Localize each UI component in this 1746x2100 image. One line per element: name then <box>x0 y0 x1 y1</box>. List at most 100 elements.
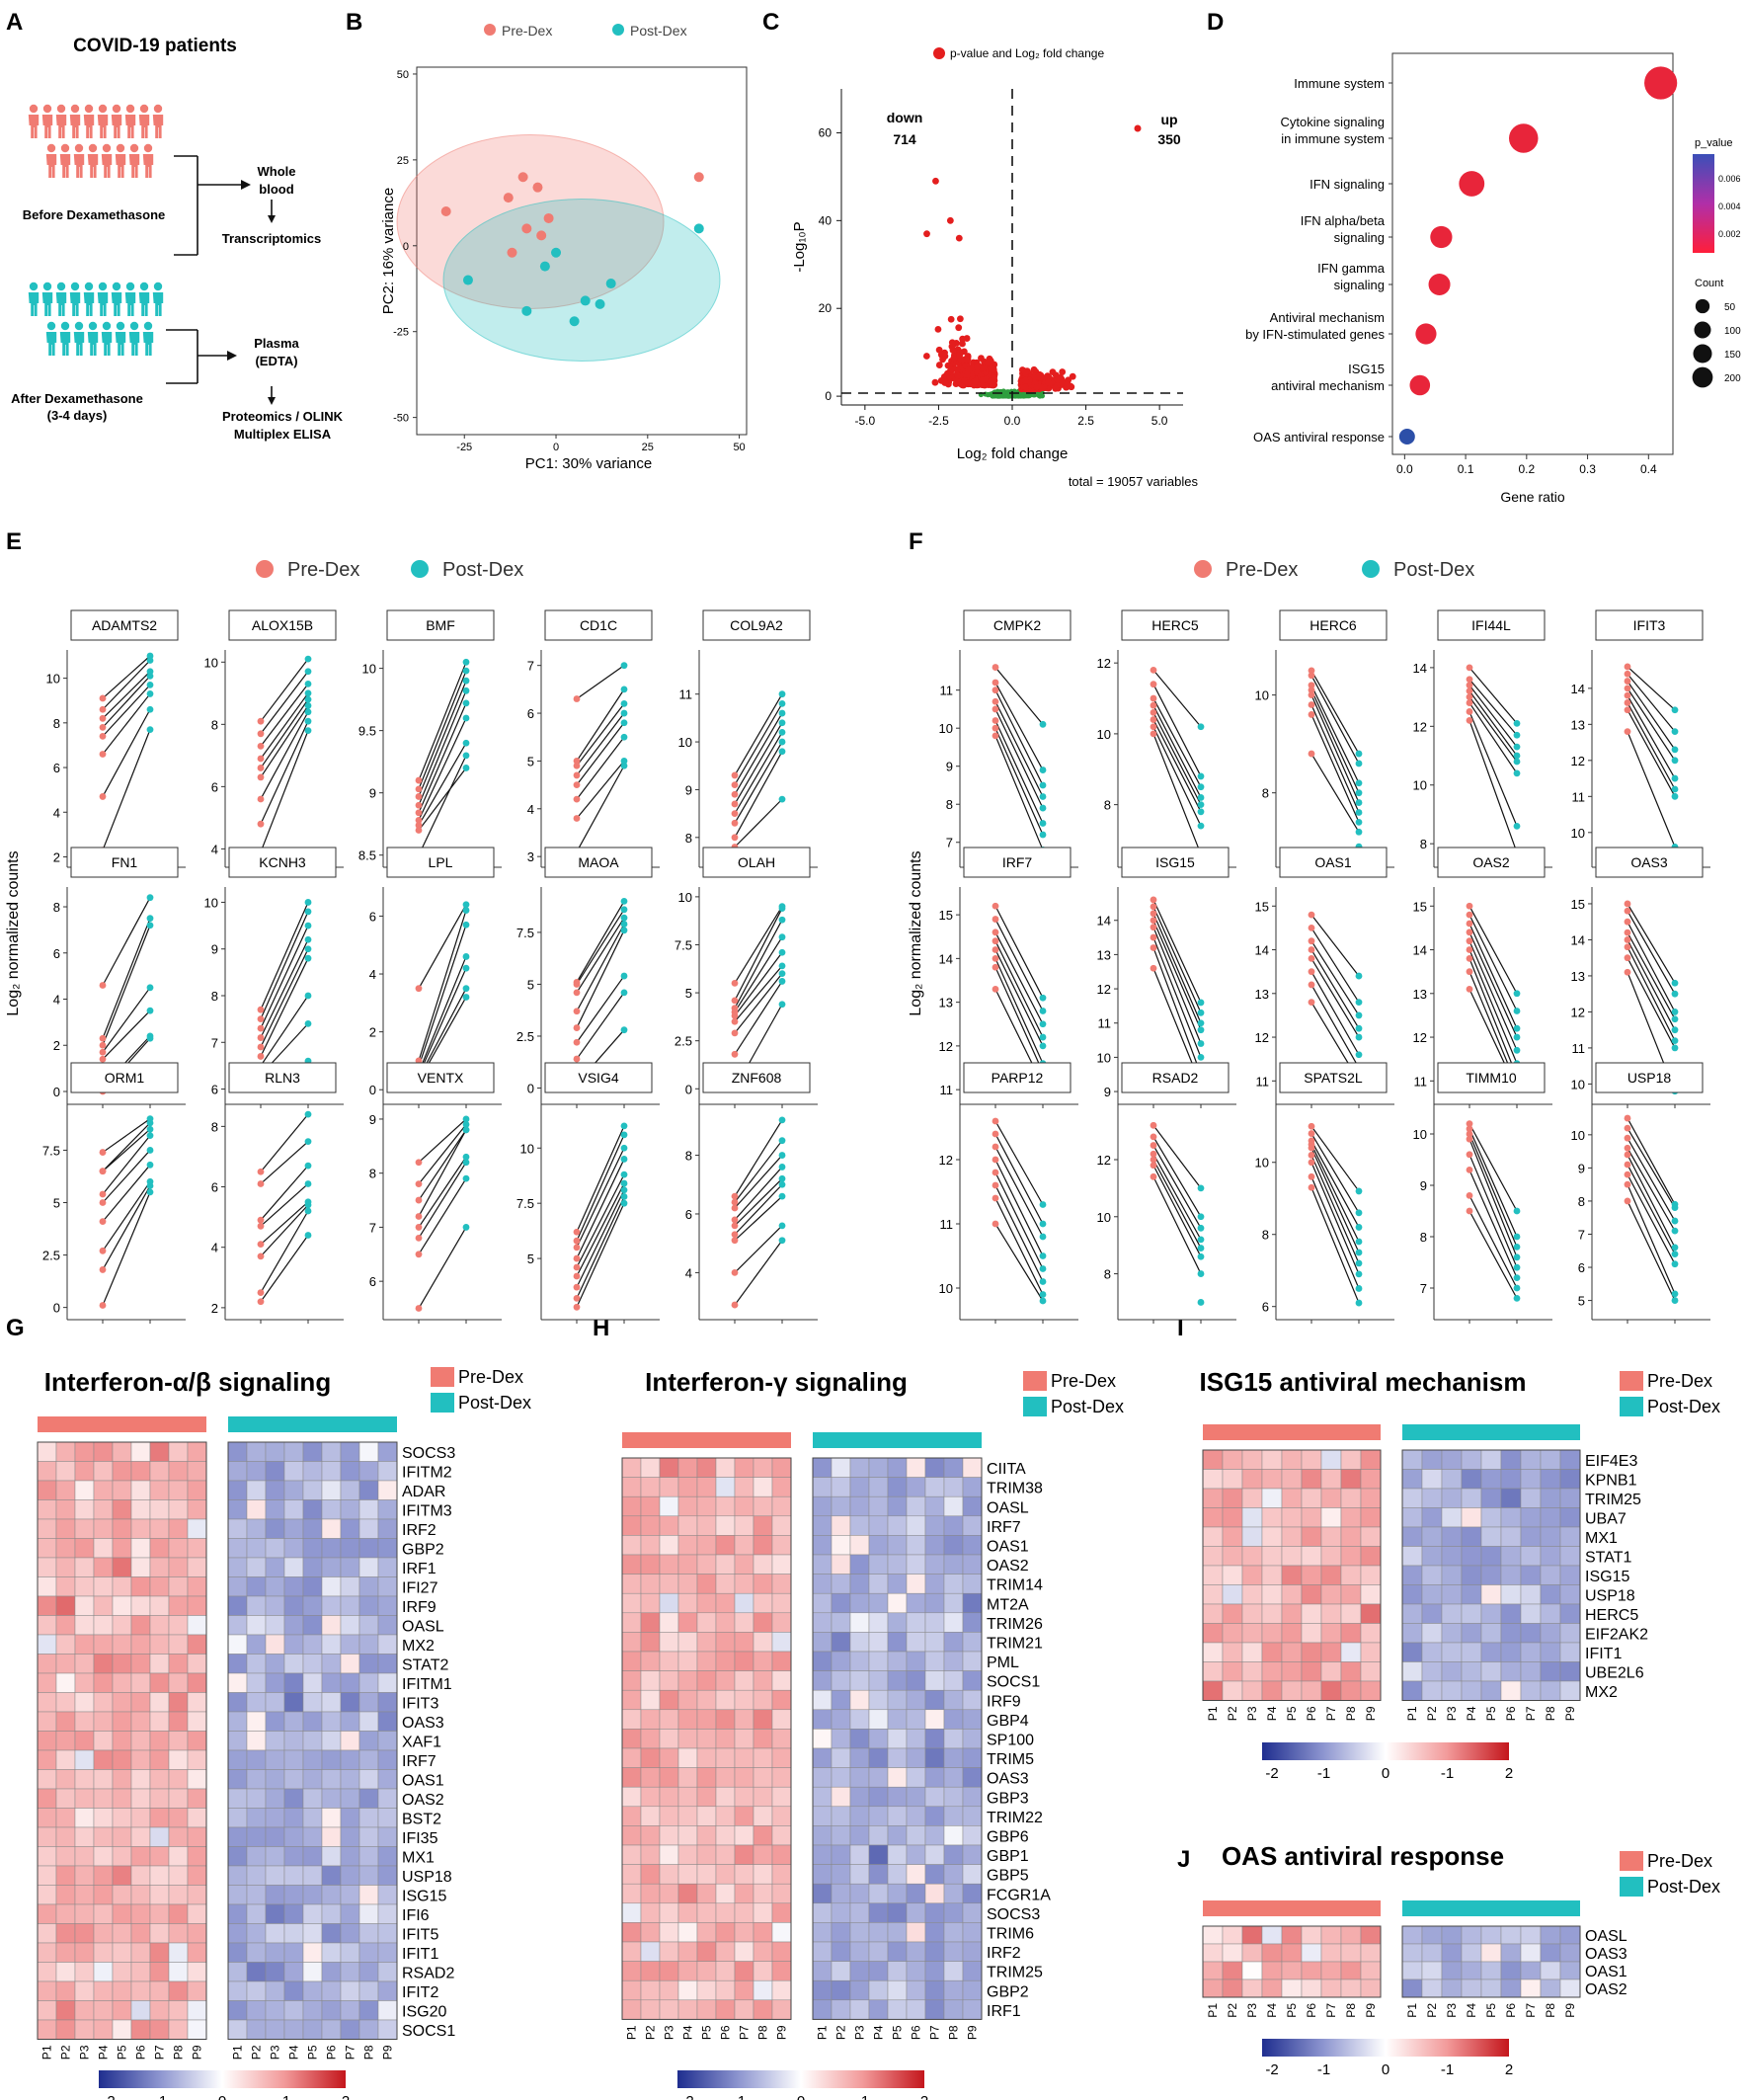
heatmap-cell <box>621 1806 642 1826</box>
y-tick-label: 6 <box>369 909 376 924</box>
y-tick-label: 0 <box>685 1082 692 1096</box>
post-dex-point <box>620 1186 628 1194</box>
post-dex-point <box>1355 809 1363 816</box>
heatmap-cell <box>1480 1925 1502 1945</box>
heatmap-cell <box>283 1923 304 1944</box>
heatmap-cell <box>1520 1642 1542 1662</box>
pair-line <box>418 662 467 781</box>
heatmap-cell <box>302 1769 323 1790</box>
post-dex-point <box>1197 1213 1205 1221</box>
heatmap-cell <box>1202 1488 1224 1508</box>
heatmap-cell <box>659 1535 679 1556</box>
post-dex-point <box>620 686 628 693</box>
pair-line <box>102 1150 151 1203</box>
gene-strip-label: CMPK2 <box>993 617 1041 633</box>
heatmap-cell <box>1480 1546 1502 1567</box>
post-dex-point <box>146 1147 154 1154</box>
person-body-icon <box>115 332 126 356</box>
color-scale-label: 2 <box>920 2093 928 2100</box>
heatmap-cell <box>771 1844 792 1865</box>
y-tick-label: 14 <box>939 951 953 966</box>
heatmap-cell <box>377 1903 398 1924</box>
legend-pre-swatch <box>431 1367 454 1387</box>
heatmap-cell <box>246 1788 267 1809</box>
heatmap-cell <box>227 1654 248 1674</box>
heatmap-cell <box>37 1846 57 1867</box>
pre-dex-point <box>257 1216 265 1224</box>
heatmap-cell <box>130 1576 151 1597</box>
heatmap-cell <box>358 2000 379 2021</box>
heatmap-cell <box>246 1518 267 1539</box>
heatmap-cell <box>358 1595 379 1616</box>
pair-line <box>994 682 1044 770</box>
y-tick-label: 6 <box>527 706 534 721</box>
heatmap-cell <box>621 1535 642 1556</box>
heatmap-cell <box>696 1844 717 1865</box>
y-tick-label: 6 <box>211 1180 218 1195</box>
pair-line <box>1310 1176 1360 1289</box>
heatmap-cell <box>283 1480 304 1500</box>
pre-dex-point <box>257 730 265 738</box>
pair-line <box>260 1165 309 1221</box>
heatmap-cell <box>168 1518 189 1539</box>
post-dex-point <box>521 305 532 316</box>
heatmap-cell <box>1401 1680 1423 1701</box>
pre-dex-point <box>257 1168 265 1175</box>
heatmap-cell <box>621 1979 642 2001</box>
heatmap-cell <box>906 1902 926 1923</box>
after-dexamethasone-label: After Dexamethasone <box>11 391 143 406</box>
pre-dex-point <box>1150 903 1157 911</box>
heatmap-cell <box>621 1825 642 1846</box>
heatmap-cell <box>677 1689 698 1711</box>
post-dex-point <box>1513 743 1521 751</box>
y-tick-label: 7 <box>1420 1281 1427 1296</box>
heatmap-cell <box>93 1538 114 1559</box>
heatmap-cell <box>771 1612 792 1633</box>
heatmap-cell <box>283 1634 304 1655</box>
heatmap-cell <box>906 1632 926 1653</box>
heatmap-cell <box>1222 1925 1243 1945</box>
y-tick-label: 7 <box>527 659 534 674</box>
heatmap-cell <box>1461 1526 1482 1547</box>
heatmap-cell <box>1500 1925 1522 1945</box>
y-tick-label: 10 <box>1413 778 1427 793</box>
post-dex-point <box>620 1171 628 1178</box>
pair-line <box>1152 913 1202 1023</box>
gene-strip-label: SPATS2L <box>1304 1070 1363 1086</box>
heatmap-cell <box>37 1769 57 1790</box>
heatmap-cell <box>1360 1449 1382 1470</box>
pre-dex-point <box>1308 672 1315 680</box>
post-dex-point <box>462 907 470 914</box>
heatmap-cell <box>943 1961 964 1981</box>
y-tick-label: 11 <box>940 684 954 698</box>
post-dex-point <box>304 695 312 703</box>
heatmap-cell <box>265 1808 285 1828</box>
heatmap-cell <box>753 1922 773 1943</box>
y-tick-label: 10 <box>1571 826 1585 841</box>
heatmap-cell <box>1540 1546 1561 1567</box>
heatmap-cell <box>93 1634 114 1655</box>
pre-dex-point <box>573 989 581 997</box>
post-dex-point <box>1355 1285 1363 1292</box>
heatmap-cell <box>227 1903 248 1924</box>
heatmap-cell <box>149 1788 170 1809</box>
heatmap-cell <box>340 1788 360 1809</box>
heatmap-cell <box>1559 1546 1581 1567</box>
pair-line <box>1627 673 1676 733</box>
heatmap-cell <box>130 1885 151 1905</box>
heatmap-cell <box>265 1788 285 1809</box>
heatmap-cell <box>1202 1661 1224 1682</box>
patient-column-label: P8 <box>756 2025 770 2040</box>
color-scale-label: -1 <box>278 2093 290 2100</box>
heatmap-cell <box>1241 1488 1263 1508</box>
plasma-label: Plasma <box>254 336 299 351</box>
person-body-icon <box>111 292 122 316</box>
post-dex-point <box>778 699 786 707</box>
heatmap-cell <box>887 1747 908 1768</box>
post-dex-point <box>778 948 786 956</box>
heatmap-cell <box>149 1962 170 1982</box>
person-icon <box>59 143 71 178</box>
